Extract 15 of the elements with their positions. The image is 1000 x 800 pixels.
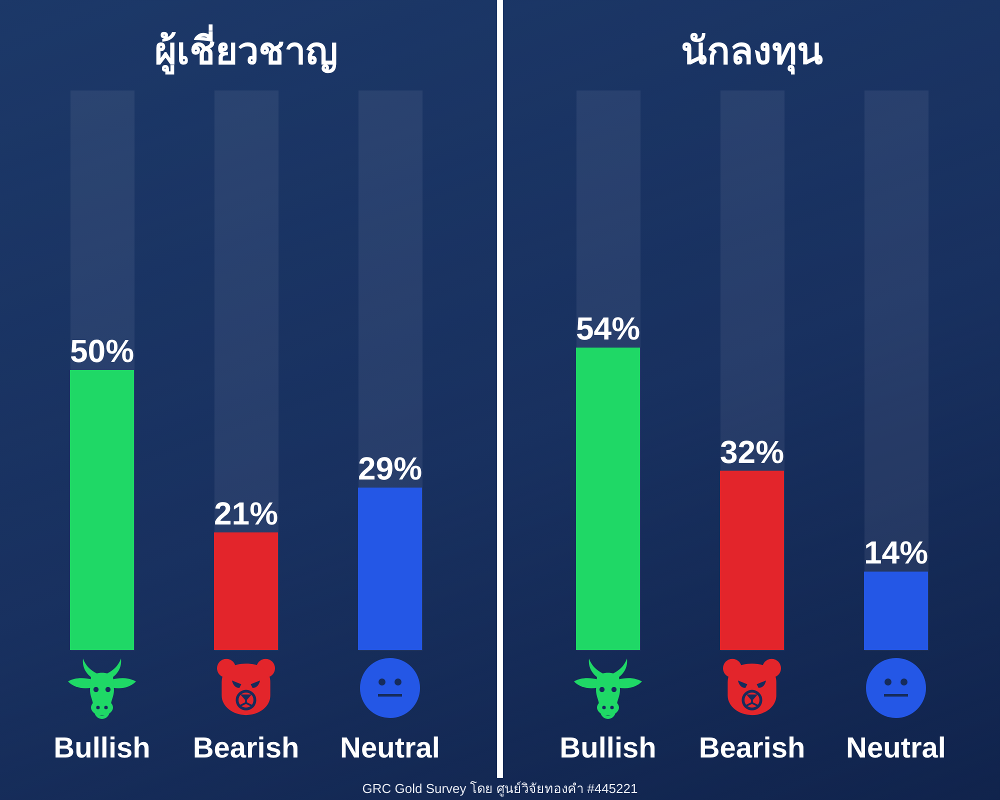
- data-label: 54%: [576, 310, 640, 347]
- x-tick-label: Bullish: [54, 732, 150, 764]
- data-label: 21%: [214, 495, 278, 532]
- text: GRC Gold Survey โดย ศูนย์วิจัยทองคำ #445221: [361, 780, 639, 798]
- x-tick-label: Bearish: [192, 732, 300, 764]
- x-tick-label: Neutral: [340, 732, 440, 764]
- chart-title: ผู้เชี่ยวชาญ: [154, 24, 338, 75]
- x-tick-label: Bullish: [560, 732, 656, 764]
- x-tick-label: Neutral: [846, 732, 946, 764]
- chart-title: นักลงทุน: [681, 29, 823, 75]
- data-label: 14%: [864, 534, 928, 571]
- x-tick-label: Bearish: [698, 732, 806, 764]
- data-label: 29%: [358, 450, 422, 487]
- data-label: 32%: [720, 434, 784, 470]
- data-label: 50%: [70, 333, 134, 369]
